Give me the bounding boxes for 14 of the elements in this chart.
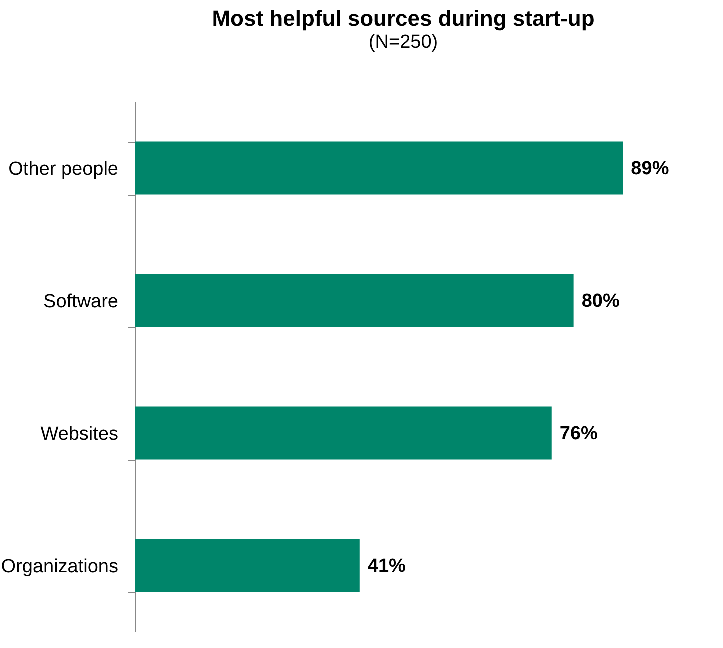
data-label: 80% — [582, 290, 620, 312]
y-tick-label: Other people — [8, 158, 118, 180]
data-label: 41% — [368, 556, 406, 577]
data-label: 89% — [631, 158, 670, 180]
data-label: 76% — [560, 423, 598, 444]
bar — [135, 406, 552, 460]
chart-title: Most helpful sources during start-up — [212, 6, 595, 31]
bar — [135, 142, 624, 195]
bar — [135, 274, 574, 328]
y-tick-label: Organizations — [1, 556, 118, 578]
y-tick-label: Websites — [40, 424, 118, 445]
chart-subtitle: (N=250) — [368, 32, 438, 53]
bar — [135, 539, 360, 592]
y-tick-label: Software — [44, 291, 118, 312]
